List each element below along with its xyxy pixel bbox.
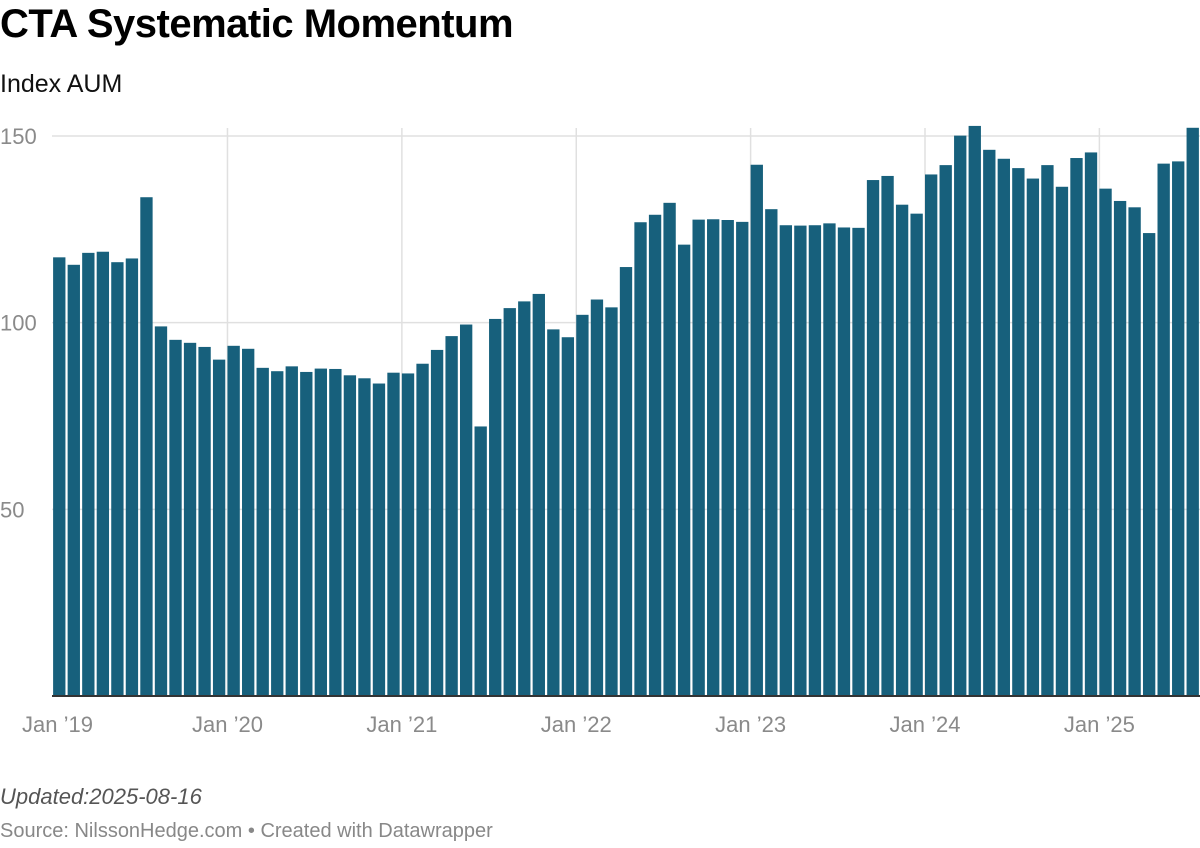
bar xyxy=(765,209,778,696)
bar xyxy=(1041,165,1054,696)
bar xyxy=(96,251,110,696)
bar xyxy=(968,125,981,697)
bar xyxy=(619,267,633,696)
y-tick-labels: 50 100 150 xyxy=(0,124,37,522)
bar xyxy=(997,158,1010,697)
bar xyxy=(1113,200,1127,696)
bar xyxy=(82,252,95,696)
x-tick-label: Jan ’22 xyxy=(541,712,612,737)
bar xyxy=(459,324,473,696)
bar xyxy=(823,223,836,697)
bar xyxy=(576,314,589,696)
bar xyxy=(779,225,793,696)
bar xyxy=(53,257,66,696)
bar xyxy=(140,197,153,696)
bar xyxy=(866,180,880,696)
bar xyxy=(387,372,400,696)
bar xyxy=(343,375,357,696)
bar xyxy=(125,258,139,696)
bar xyxy=(852,227,865,696)
bar xyxy=(212,359,226,696)
bar xyxy=(1026,178,1040,696)
bar xyxy=(954,135,967,697)
bar xyxy=(1172,161,1185,697)
bar xyxy=(1055,186,1069,697)
bar xyxy=(634,222,647,697)
bar xyxy=(924,174,938,696)
x-tick-label: Jan ’24 xyxy=(890,712,961,737)
bar xyxy=(358,378,371,696)
updated-note: Updated:2025-08-16 xyxy=(0,784,202,809)
bar xyxy=(837,227,851,696)
chart-title: CTA Systematic Momentum xyxy=(0,2,514,46)
bar xyxy=(314,368,328,696)
x-tick-label: Jan ’23 xyxy=(715,712,786,737)
bar xyxy=(547,329,560,696)
bar xyxy=(605,307,618,696)
x-tick-label: Jan ’19 xyxy=(22,712,93,737)
y-tick-label: 50 xyxy=(0,497,24,522)
bar xyxy=(794,225,807,696)
bar xyxy=(372,383,386,696)
bar xyxy=(430,349,444,696)
bar xyxy=(561,337,575,696)
bar xyxy=(1186,127,1199,696)
bar xyxy=(663,202,676,696)
bar xyxy=(910,213,923,697)
bar xyxy=(808,225,822,696)
bar xyxy=(183,342,197,696)
bar xyxy=(939,165,952,696)
bar xyxy=(271,371,284,696)
bar xyxy=(983,149,996,696)
bar xyxy=(300,371,313,696)
y-tick-label: 100 xyxy=(0,311,37,336)
bar xyxy=(721,220,734,696)
bar xyxy=(707,219,720,696)
bar xyxy=(67,264,80,696)
bar xyxy=(445,336,458,696)
x-tick-label: Jan ’25 xyxy=(1064,712,1135,737)
x-tick-label: Jan ’20 xyxy=(192,712,263,737)
bar xyxy=(1084,152,1098,697)
bar xyxy=(489,318,502,696)
bar xyxy=(677,244,691,696)
bar xyxy=(1128,207,1141,696)
bar xyxy=(1070,158,1083,696)
bar xyxy=(256,367,269,696)
x-tick-label: Jan ’21 xyxy=(366,712,437,737)
bar xyxy=(198,346,211,696)
bar xyxy=(750,164,763,696)
chart-subtitle: Index AUM xyxy=(0,70,123,98)
bar xyxy=(416,363,429,696)
bar xyxy=(401,373,415,696)
bar xyxy=(1142,233,1156,697)
y-tick-label: 150 xyxy=(0,124,37,149)
bar xyxy=(1099,188,1112,696)
bars-layer xyxy=(53,125,1199,697)
source-note: Source: NilssonHedge.com • Created with … xyxy=(0,820,493,842)
bar xyxy=(474,426,487,696)
bar xyxy=(518,301,531,696)
bar xyxy=(881,175,894,697)
bar xyxy=(503,308,516,696)
bar xyxy=(895,204,909,696)
bar xyxy=(285,366,298,696)
bar xyxy=(1012,168,1025,696)
bar xyxy=(169,339,182,696)
bar xyxy=(1157,163,1170,697)
x-tick-labels: Jan ’19 Jan ’20 Jan ’21 Jan ’22 Jan ’23 Jan ’… xyxy=(22,712,1135,737)
bar xyxy=(648,214,662,697)
bar xyxy=(692,219,705,697)
bar xyxy=(736,221,749,696)
bar xyxy=(590,299,604,696)
bar xyxy=(242,348,255,696)
bar xyxy=(329,368,342,696)
bar xyxy=(111,262,124,696)
bar xyxy=(532,293,545,696)
bar xyxy=(227,345,240,696)
bar xyxy=(154,326,168,696)
